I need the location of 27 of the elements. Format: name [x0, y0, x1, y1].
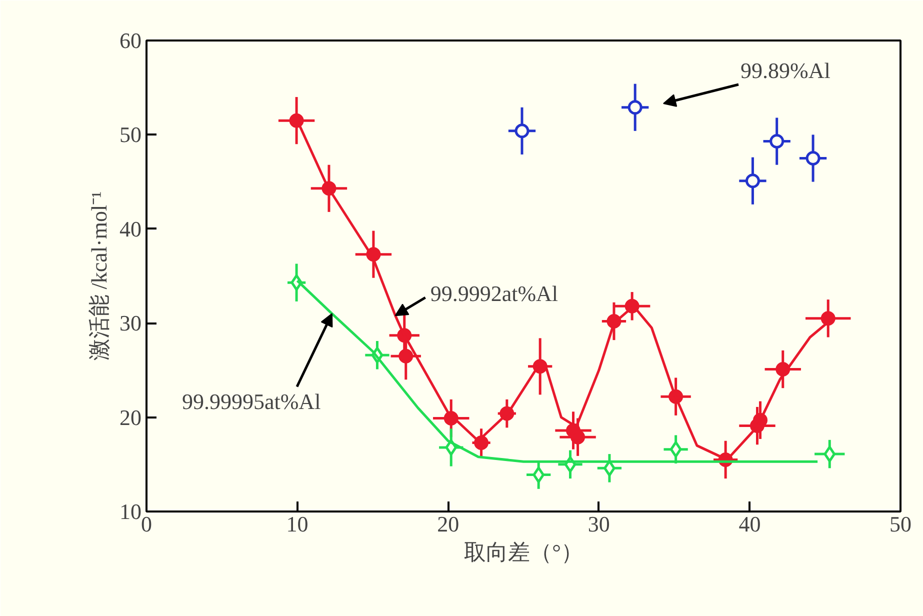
- annotation: 99.9992at%Al: [430, 281, 558, 306]
- point: [824, 446, 836, 462]
- point: [770, 134, 784, 149]
- point: [514, 124, 530, 138]
- point: [670, 441, 682, 458]
- x-tick-label: 30: [588, 512, 610, 536]
- x-axis-title: 取向差（°）: [464, 540, 583, 564]
- point: [628, 100, 642, 115]
- y-tick-label: 60: [120, 28, 142, 53]
- x-tick-label: 50: [890, 512, 912, 536]
- y-tick-label: 40: [120, 216, 142, 242]
- annotation: 99.99995at%Al: [182, 389, 321, 414]
- x-tick-label: 10: [286, 512, 308, 536]
- x-tick-label: 40: [738, 512, 761, 536]
- y-tick-label: 30: [120, 310, 142, 336]
- point: [289, 113, 304, 128]
- x-tick-label: 0: [141, 512, 152, 536]
- point: [398, 348, 414, 364]
- point: [806, 151, 820, 166]
- annotation: 99.89%Al: [740, 58, 830, 83]
- y-tick-label: 50: [120, 122, 142, 148]
- point: [745, 174, 760, 188]
- x-tick-label: 20: [437, 512, 460, 536]
- y-axis-title: 激活能 /kcal·mol⁻¹: [86, 191, 112, 361]
- point: [532, 466, 544, 484]
- point: [570, 430, 586, 444]
- y-tick-label: 20: [120, 404, 142, 430]
